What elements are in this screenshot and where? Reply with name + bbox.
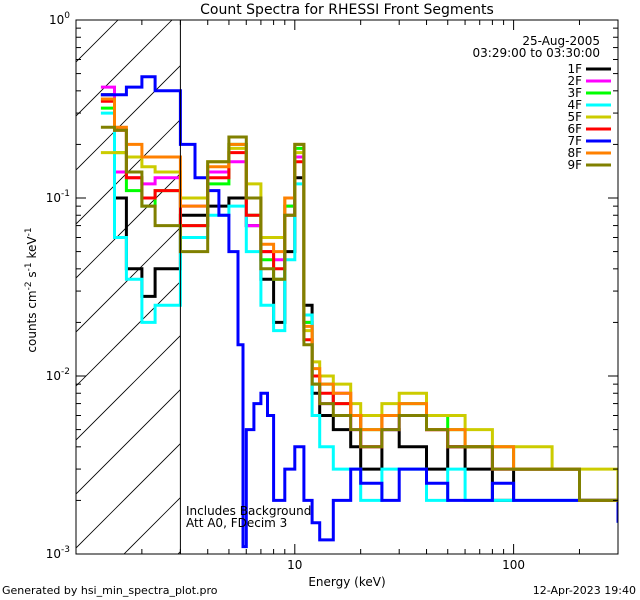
legend-label-3F: 3F	[567, 86, 582, 100]
hatch-line	[76, 389, 181, 495]
legend-label-2F: 2F	[567, 74, 582, 88]
hatch-line	[76, 20, 119, 63]
y-tick-label: 10-3	[46, 545, 70, 561]
legend-label-4F: 4F	[567, 98, 582, 112]
series-line-7F	[100, 75, 618, 549]
hatched-region	[76, 20, 181, 554]
legend-label-8F: 8F	[567, 146, 582, 160]
axis-ticks: 10 100 100 10-1 10-2 10-3	[46, 11, 619, 572]
background-note: Includes Background	[186, 504, 311, 518]
legend-label-6F: 6F	[567, 122, 582, 136]
hatch-line	[76, 20, 173, 117]
attenuator-note: Att A0, FDecim 3	[186, 516, 287, 530]
y-tick-label: 10-2	[46, 367, 70, 383]
legend-label-9F: 9F	[567, 158, 582, 172]
hatch-background	[76, 20, 181, 554]
hatch-line	[76, 173, 181, 279]
y-tick-label: 10-1	[46, 189, 70, 205]
legend-label-7F: 7F	[567, 134, 582, 148]
x-tick-label: 10	[287, 558, 302, 572]
x-axis-label: Energy (keV)	[308, 575, 385, 589]
generated-by-note: Generated by hsi_min_spectra_plot.pro	[2, 584, 218, 597]
x-tick-label: 100	[502, 558, 525, 572]
y-tick-label: 100	[49, 11, 70, 27]
legend-label-1F: 1F	[567, 62, 582, 76]
y-axis-label: counts cm-2 s-1 keV-1	[24, 227, 39, 352]
chart-title: Count Spectra for RHESSI Front Segments	[200, 2, 494, 18]
plot-timestamp: 12-Apr-2023 19:40	[533, 584, 636, 597]
date-annotation: 25-Aug-2005	[522, 34, 600, 48]
legend-label-5F: 5F	[567, 110, 582, 124]
hatch-lines	[76, 20, 181, 554]
plot-frame	[75, 19, 619, 555]
series-line-9F	[100, 125, 618, 502]
time-range-annotation: 03:29:00 to 03:30:00	[473, 46, 600, 60]
hatch-line	[76, 443, 181, 549]
hatch-line	[76, 227, 181, 333]
